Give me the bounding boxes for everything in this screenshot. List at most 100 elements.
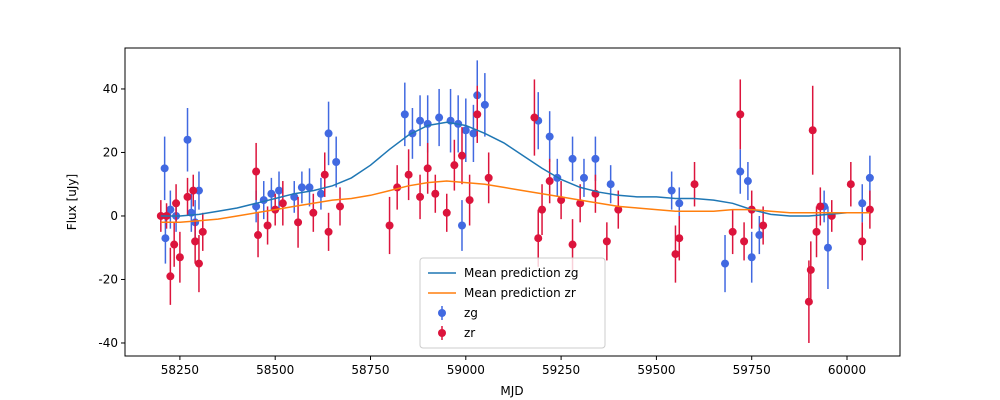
data-point [400,110,409,119]
data-point [198,227,207,236]
y-tick-label: 40 [103,82,118,96]
data-point [755,231,764,240]
legend: Mean prediction zg Mean prediction zr zg zr [419,257,606,349]
data-point [667,186,676,195]
x-tick-label: 59250 [542,363,580,377]
data-point [557,196,566,205]
data-point [538,205,547,214]
data-point [858,199,867,208]
data-point [332,157,341,166]
data-point [336,202,345,211]
data-point [740,237,749,246]
plot-area [156,60,874,343]
data-point [275,186,284,195]
data-point [614,205,623,214]
axes-frame [124,47,901,357]
data-point [465,196,474,205]
data-point [576,199,585,208]
data-point [484,173,493,182]
data-point [675,199,684,208]
x-tick-label: 58750 [351,363,389,377]
legend-swatch [438,329,446,337]
data-point [252,167,261,176]
data-point [404,170,413,179]
data-point [461,126,470,135]
data-point [316,189,325,198]
data-point [442,208,451,217]
mean-prediction-line [160,180,870,224]
data-point [267,189,276,198]
data-point [170,240,179,249]
x-tick-label: 59750 [733,363,771,377]
y-tick-label: -20 [98,272,118,286]
data-point [759,221,768,230]
y-tick-label: 0 [110,209,118,223]
x-tick-label: 59000 [447,363,485,377]
data-point [736,110,745,119]
legend-label: zg [464,306,478,320]
data-point [191,237,200,246]
data-point [865,205,874,214]
data-point [568,154,577,163]
data-point [161,234,170,243]
data-point [846,180,855,189]
data-point [172,199,181,208]
data-point [812,227,821,236]
data-point [675,234,684,243]
x-tick-label: 58500 [256,363,294,377]
data-point [747,253,756,262]
mean-prediction-line [160,121,870,217]
x-axis-label: MJD [500,384,523,398]
data-point [602,237,611,246]
data-point [254,231,263,240]
data-point [189,186,198,195]
data-point [166,205,175,214]
data-point [305,183,314,192]
data-point [579,173,588,182]
data-point [530,113,539,122]
data-point [806,265,815,274]
data-point [591,154,600,163]
data-point [865,173,874,182]
data-point [736,167,745,176]
data-point [480,100,489,109]
data-point [450,161,459,170]
data-point [324,129,333,138]
data-point [816,202,825,211]
data-point [568,240,577,249]
data-point [160,164,169,173]
data-point [808,126,817,135]
y-tick-label: -40 [98,336,118,350]
data-point [423,164,432,173]
data-point [385,221,394,230]
data-point [671,250,680,259]
data-point [743,177,752,186]
data-point [278,199,287,208]
data-point [469,129,478,138]
data-point [545,177,554,186]
legend-label: Mean prediction zg [464,266,578,280]
data-point [175,253,184,262]
y-axis-label: Flux [uJy] [65,174,79,230]
data-point [473,110,482,119]
data-point [534,234,543,243]
data-point [804,297,813,306]
data-point [294,218,303,227]
legend-swatch [438,309,446,317]
legend-label: zr [464,326,475,340]
data-point [320,170,329,179]
data-point [263,221,272,230]
data-point [823,243,832,252]
data-point [435,113,444,122]
data-point [690,180,699,189]
data-point [194,186,203,195]
legend-label: Mean prediction zr [464,286,576,300]
data-point [194,259,203,268]
data-point [858,237,867,246]
data-point [606,180,615,189]
data-point [297,183,306,192]
data-point [183,192,192,201]
data-point [416,116,425,125]
data-point [309,208,318,217]
